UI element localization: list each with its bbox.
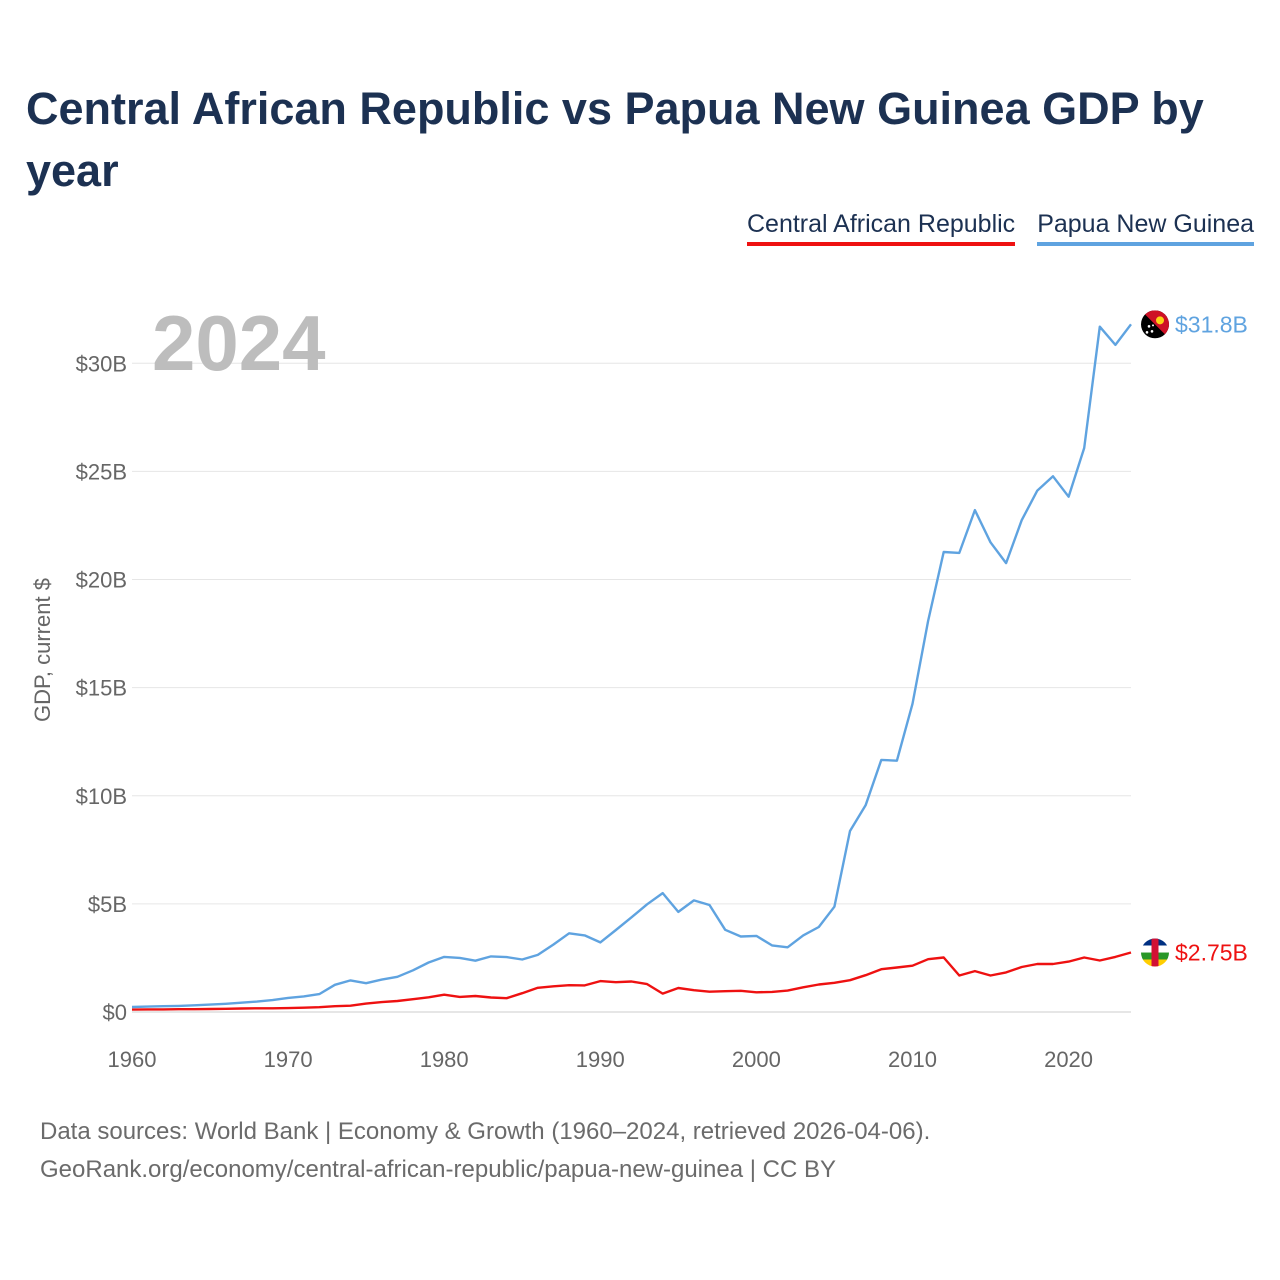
y-tick-label: $5B (88, 892, 127, 917)
papua-new-guinea-flag-icon (1141, 310, 1169, 339)
y-tick-label: $25B (76, 459, 127, 484)
legend: Central African Republic Papua New Guine… (746, 210, 1254, 246)
legend-item-central-african-republic[interactable]: Central African Republic (746, 210, 1016, 246)
x-tick-label: 2020 (1044, 1047, 1093, 1072)
end-value-label: $2.75B (1175, 940, 1248, 966)
y-tick-label: $20B (76, 568, 127, 593)
y-tick-label: $30B (76, 351, 127, 376)
y-tick-label: $10B (76, 784, 127, 809)
line-chart: $0$5B$10B$15B$20B$25B$30B 1960 1970 1980 19… (30, 299, 1248, 1072)
x-tick-label: 2010 (888, 1047, 937, 1072)
footer-link[interactable]: GeoRank.org/economy/central-african-repu… (40, 1156, 836, 1183)
footer-sources: Data sources: World Bank | Economy & Gro… (40, 1118, 931, 1145)
x-tick-label: 2000 (732, 1047, 781, 1072)
x-axis-ticks: 1960 1970 1980 1990 2000 2010 2020 (108, 1047, 1094, 1072)
legend-item-papua-new-guinea[interactable]: Papua New Guinea (1037, 210, 1254, 246)
y-tick-label: $15B (76, 676, 127, 701)
y-tick-label: $0 (103, 1000, 127, 1025)
y-axis-label: GDP, current $ (30, 578, 55, 722)
series-line-papua-new-guinea[interactable] (131, 323, 1132, 1009)
y-axis-ticks: $0 $5B $10B $15B $20B $25B $30B (76, 351, 127, 1025)
year-watermark: 2024 (152, 299, 326, 387)
series-lines (131, 323, 1132, 1011)
x-tick-label: 1960 (108, 1047, 157, 1072)
x-tick-label: 1990 (576, 1047, 625, 1072)
x-tick-label: 1970 (264, 1047, 313, 1072)
series-line-central-african-republic[interactable] (131, 951, 1132, 1011)
end-value-label: $31.8B (1175, 311, 1248, 337)
footer: Data sources: World Bank | Economy & Gro… (40, 1113, 930, 1189)
x-tick-label: 1980 (420, 1047, 469, 1072)
grid (132, 362, 1131, 1013)
end-labels: $2.75B $31.8B (1141, 310, 1248, 967)
central-african-republic-flag-icon (1141, 938, 1169, 967)
chart-title: Central African Republic vs Papua New Gu… (26, 83, 1204, 196)
